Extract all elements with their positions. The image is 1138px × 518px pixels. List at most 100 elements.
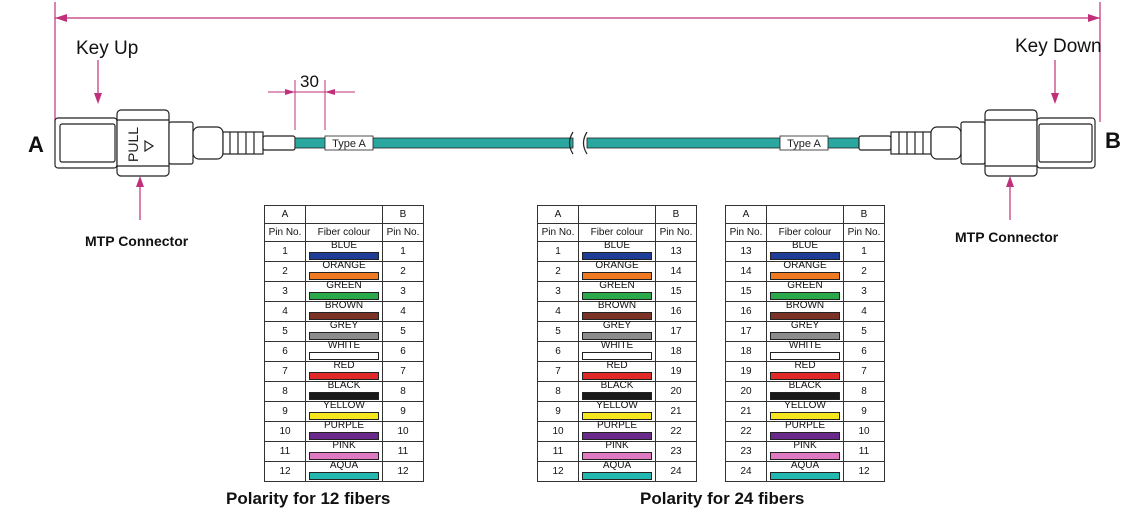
- fiber-colour-name: BLACK: [327, 380, 361, 391]
- pin-a-cell: 20: [725, 381, 767, 402]
- pin-a-cell: 5: [537, 321, 579, 342]
- fiber-colour-name: PURPLE: [596, 420, 637, 431]
- fiber-colour-cell: RED: [766, 360, 844, 382]
- fiber-colour-name: AQUA: [790, 460, 820, 471]
- pin-b-cell: 4: [382, 301, 424, 322]
- pin-a-cell: 12: [264, 461, 306, 482]
- header-end-a: A: [725, 205, 767, 224]
- pin-b-cell: 11: [382, 441, 424, 462]
- fiber-colour-cell: BROWN: [578, 301, 656, 322]
- header-pin-no-b: Pin No.: [655, 223, 697, 242]
- table-row: 20 BLACK 8: [725, 381, 885, 402]
- fiber-colour-cell: AQUA: [305, 461, 383, 482]
- fiber-colour-swatch: [309, 272, 379, 280]
- fiber-colour-cell: BLUE: [305, 241, 383, 262]
- header-fiber-colour: Fiber colour: [766, 223, 844, 242]
- header-blank: [305, 205, 383, 224]
- pin-b-cell: 8: [382, 381, 424, 402]
- pin-b-cell: 20: [655, 381, 697, 402]
- pin-b-cell: 19: [655, 361, 697, 382]
- pin-b-cell: 6: [843, 341, 885, 362]
- fiber-colour-cell: AQUA: [578, 461, 656, 482]
- fiber-colour-swatch: [770, 452, 840, 460]
- fiber-colour-name: GREY: [329, 320, 359, 331]
- mtp-connector-a-label: MTP Connector: [85, 233, 189, 249]
- fiber-colour-cell: WHITE: [578, 341, 656, 362]
- fiber-colour-swatch: [770, 332, 840, 340]
- key-up-arrow: [94, 60, 102, 104]
- fiber-colour-swatch: [309, 432, 379, 440]
- fiber-colour-swatch: [770, 412, 840, 420]
- table-row: 2 ORANGE 14: [537, 260, 697, 282]
- table-row: 7 RED 7: [264, 361, 424, 382]
- mtp-connector-a: [54, 109, 296, 177]
- pin-b-cell: 22: [655, 421, 697, 442]
- pin-a-cell: 11: [537, 441, 579, 462]
- fiber-colour-name: GREEN: [787, 280, 823, 291]
- table-row: 3 GREEN 3: [264, 280, 424, 302]
- pin-a-cell: 23: [725, 441, 767, 462]
- pin-a-cell: 9: [537, 401, 579, 422]
- pin-b-cell: 1: [843, 241, 885, 262]
- fiber-colour-name: RED: [794, 360, 816, 371]
- fiber-colour-name: PURPLE: [784, 420, 825, 431]
- fiber-colour-name: WHITE: [327, 340, 361, 351]
- fiber-colour-cell: GREY: [766, 320, 844, 342]
- cable-tag-b-text: Type A: [787, 138, 821, 150]
- polarity-table-12: A B Pin No. Fiber colour Pin No. 1 BLUE 1 2 ORANG…: [264, 205, 424, 482]
- fiber-colour-name: ORANGE: [595, 260, 639, 271]
- fiber-colour-name: GREY: [790, 320, 820, 331]
- pin-a-cell: 11: [264, 441, 306, 462]
- fiber-colour-name: GREEN: [599, 280, 635, 291]
- pin-b-cell: 1: [382, 241, 424, 262]
- header-end-b: B: [655, 205, 697, 224]
- pin-a-cell: 21: [725, 401, 767, 422]
- fiber-colour-name: GREEN: [326, 280, 362, 291]
- fiber-colour-swatch: [770, 352, 840, 360]
- fiber-colour-cell: ORANGE: [305, 260, 383, 282]
- fiber-colour-cell: RED: [305, 361, 383, 382]
- cable-tag-b: Type A: [779, 135, 829, 151]
- table-row: 24 AQUA 12: [725, 460, 885, 482]
- header-pin-no-b: Pin No.: [382, 223, 424, 242]
- table-row: 3 GREEN 15: [537, 280, 697, 302]
- header-pin-no-a: Pin No.: [264, 223, 306, 242]
- pin-a-cell: 2: [264, 261, 306, 282]
- table-row: 9 YELLOW 21: [537, 401, 697, 422]
- fiber-colour-swatch: [582, 352, 652, 360]
- fiber-colour-swatch: [309, 352, 379, 360]
- pin-b-cell: 9: [843, 401, 885, 422]
- fiber-colour-name: BLUE: [791, 240, 819, 251]
- pin-b-cell: 13: [655, 241, 697, 262]
- fiber-colour-swatch: [582, 472, 652, 480]
- fiber-colour-cell: YELLOW: [766, 401, 844, 422]
- header-fiber-colour: Fiber colour: [305, 223, 383, 242]
- fiber-colour-name: PURPLE: [323, 420, 364, 431]
- polarity-table-24-part2: A B Pin No. Fiber colour Pin No. 13 BLUE 1 14 ORA…: [725, 205, 885, 482]
- pin-a-cell: 3: [264, 281, 306, 302]
- table-row: 5 GREY 5: [264, 320, 424, 342]
- end-b-label: B: [1105, 128, 1121, 153]
- pin-b-cell: 10: [382, 421, 424, 442]
- pin-b-cell: 14: [655, 261, 697, 282]
- fiber-colour-swatch: [770, 292, 840, 300]
- fiber-colour-swatch: [770, 372, 840, 380]
- pin-b-cell: 11: [843, 441, 885, 462]
- pin-a-cell: 3: [537, 281, 579, 302]
- fiber-colour-cell: BLUE: [766, 240, 844, 262]
- fiber-colour-name: WHITE: [788, 340, 822, 351]
- header-pin-no-a: Pin No.: [725, 223, 767, 242]
- fiber-colour-swatch: [309, 332, 379, 340]
- polarity-table-24-part1: A B Pin No. Fiber colour Pin No. 1 BLUE 13 2 ORAN…: [537, 205, 697, 482]
- pin-b-cell: 17: [655, 321, 697, 342]
- header-blank: [578, 205, 656, 224]
- fiber-colour-name: GREY: [602, 320, 632, 331]
- dimension-30-label: 30: [300, 72, 319, 91]
- pin-a-cell: 8: [264, 381, 306, 402]
- pin-b-cell: 10: [843, 421, 885, 442]
- pin-a-cell: 6: [264, 341, 306, 362]
- fiber-colour-swatch: [309, 392, 379, 400]
- fiber-colour-swatch: [582, 312, 652, 320]
- fiber-colour-name: ORANGE: [322, 260, 366, 271]
